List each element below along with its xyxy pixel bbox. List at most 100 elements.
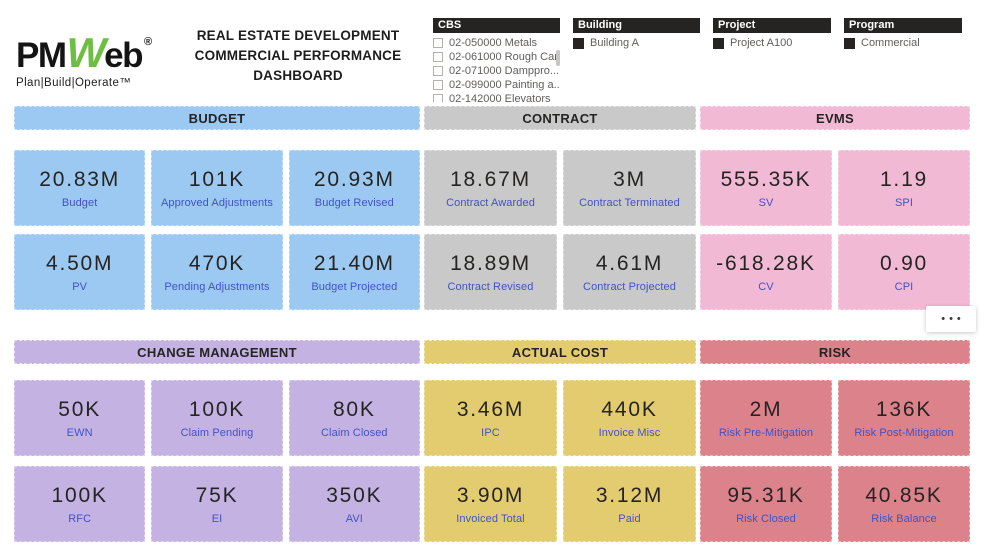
logo-tagline: Plan|Build|Operate™: [16, 77, 132, 89]
kpi-value: 3M: [613, 167, 646, 191]
kpi-label: PV: [72, 280, 88, 293]
kpi-label: Claim Closed: [321, 426, 388, 439]
kpi-card-ewn[interactable]: 50K EWN: [14, 380, 146, 456]
title-line-3: DASHBOARD: [253, 68, 343, 83]
kpi-grid: 50K EWN 100K Claim Pending 80K Claim Closed 10…: [14, 380, 420, 542]
kpi-value: 18.67M: [450, 167, 531, 191]
slicer-scrollbar[interactable]: [556, 38, 560, 102]
slicer-header: CBS: [433, 18, 560, 33]
kpi-card-claim-closed[interactable]: 80K Claim Closed: [288, 380, 420, 456]
kpi-card-ipc[interactable]: 3.46M IPC: [424, 380, 557, 456]
kpi-grid: 555.35K SV 1.19 SPI -618.28K CV 0.90 CPI: [700, 150, 970, 310]
slicer-item-02-071000-damppro[interactable]: 02-071000 Damppro...: [433, 64, 560, 78]
slicer-project: Project Project A100: [713, 18, 831, 102]
slicer-item-project-a100[interactable]: Project A100: [713, 36, 831, 50]
kpi-label: Risk Balance: [871, 512, 937, 525]
kpi-card-paid[interactable]: 3.12M Paid: [563, 466, 696, 542]
logo-pm: PM: [16, 36, 67, 75]
slicer-item-02-050000-metals[interactable]: 02-050000 Metals: [433, 36, 560, 50]
kpi-value: 20.83M: [39, 167, 121, 191]
sections-top: BUDGET 20.83M Budget 101K Approved Adjustmen…: [14, 106, 970, 310]
kpi-card-risk-post-mitigation[interactable]: 136K Risk Post-Mitigation: [838, 380, 970, 456]
kpi-card-risk-balance[interactable]: 40.85K Risk Balance: [838, 466, 970, 542]
slicer-item-label: 02-061000 Rough Car...: [449, 51, 560, 63]
checkbox-checked-icon[interactable]: [573, 37, 584, 49]
checkbox-checked-icon[interactable]: [844, 37, 855, 49]
slicer-list: Building A: [573, 36, 700, 50]
slicer-item-building-a[interactable]: Building A: [573, 36, 700, 50]
checkbox-unchecked-icon[interactable]: [433, 38, 443, 48]
kpi-value: 3.90M: [456, 483, 525, 507]
kpi-label: Claim Pending: [180, 426, 254, 439]
slicer-item-02-142000-elevators[interactable]: 02-142000 Elevators: [433, 92, 560, 102]
kpi-value: 555.35K: [720, 167, 812, 191]
kpi-value: 18.89M: [450, 251, 531, 275]
kpi-card-spi[interactable]: 1.19 SPI: [838, 150, 970, 226]
kpi-card-invoiced-total[interactable]: 3.90M Invoiced Total: [424, 466, 557, 542]
kpi-label: Contract Revised: [447, 280, 534, 293]
slicer-item-02-061000-rough-car[interactable]: 02-061000 Rough Car...: [433, 50, 560, 64]
kpi-label: Risk Post-Mitigation: [854, 426, 954, 439]
kpi-value: 470K: [188, 251, 246, 275]
kpi-grid: 3.46M IPC 440K Invoice Misc 3.90M Invoiced To…: [424, 380, 696, 542]
slicer-item-commercial[interactable]: Commercial: [844, 36, 962, 50]
kpi-card-contract-projected[interactable]: 4.61M Contract Projected: [563, 234, 696, 310]
kpi-card-contract-awarded[interactable]: 18.67M Contract Awarded: [424, 150, 557, 226]
kpi-card-risk-closed[interactable]: 95.31K Risk Closed: [700, 466, 832, 542]
kpi-value: 440K: [601, 397, 658, 421]
kpi-card-contract-revised[interactable]: 18.89M Contract Revised: [424, 234, 557, 310]
logo-eb: eb: [104, 36, 143, 75]
kpi-value: 3.46M: [456, 397, 525, 421]
slicer-header: Program: [844, 18, 962, 33]
slicer-item-02-099000-painting-a[interactable]: 02-099000 Painting a...: [433, 78, 560, 92]
kpi-card-budget[interactable]: 20.83M Budget: [14, 150, 146, 226]
kpi-card-avi[interactable]: 350K AVI: [288, 466, 420, 542]
kpi-value: 136K: [875, 397, 933, 421]
kpi-card-sv[interactable]: 555.35K SV: [700, 150, 832, 226]
kpi-label: Contract Terminated: [579, 196, 680, 209]
kpi-value: 95.31K: [727, 483, 805, 507]
kpi-card-ei[interactable]: 75K EI: [151, 466, 283, 542]
checkbox-unchecked-icon[interactable]: [433, 66, 443, 76]
kpi-card-approved-adjustments[interactable]: 101K Approved Adjustments: [151, 150, 283, 226]
kpi-card-invoice-misc[interactable]: 440K Invoice Misc: [563, 380, 696, 456]
kpi-card-claim-pending[interactable]: 100K Claim Pending: [151, 380, 283, 456]
kpi-card-budget-projected[interactable]: 21.40M Budget Projected: [288, 234, 420, 310]
checkbox-unchecked-icon[interactable]: [433, 52, 443, 62]
more-options-button[interactable]: •••: [926, 306, 976, 332]
kpi-label: Pending Adjustments: [164, 280, 270, 293]
kpi-card-rfc[interactable]: 100K RFC: [14, 466, 146, 542]
kpi-grid: 20.83M Budget 101K Approved Adjustments 20.9…: [14, 150, 420, 310]
kpi-value: 1.19: [879, 167, 929, 191]
kpi-card-pending-adjustments[interactable]: 470K Pending Adjustments: [151, 234, 283, 310]
kpi-value: 20.93M: [313, 167, 395, 191]
kpi-label: CPI: [894, 280, 914, 293]
slicer-item-label: 02-142000 Elevators: [449, 93, 551, 102]
kpi-value: -618.28K: [716, 251, 816, 275]
kpi-card-contract-terminated[interactable]: 3M Contract Terminated: [563, 150, 696, 226]
section-contract: CONTRACT 18.67M Contract Awarded 3M Contract…: [424, 106, 696, 310]
slicer-item-label: 02-099000 Painting a...: [449, 79, 560, 91]
kpi-card-pv[interactable]: 4.50M PV: [14, 234, 146, 310]
checkbox-unchecked-icon[interactable]: [433, 94, 443, 102]
slicer-item-label: Building A: [590, 37, 639, 49]
kpi-card-budget-revised[interactable]: 20.93M Budget Revised: [288, 150, 420, 226]
kpi-value: 100K: [188, 397, 246, 421]
slicer-item-label: 02-071000 Damppro...: [449, 65, 560, 77]
kpi-grid: 18.67M Contract Awarded 3M Contract Termina…: [424, 150, 696, 310]
kpi-label: RFC: [68, 512, 92, 525]
slicer-cbs: CBS 02-050000 Metals 02-061000 Rough Car..…: [433, 18, 560, 102]
checkbox-checked-icon[interactable]: [713, 37, 724, 49]
kpi-card-cv[interactable]: -618.28K CV: [700, 234, 832, 310]
kpi-label: Contract Awarded: [446, 196, 535, 209]
kpi-value: 2M: [749, 397, 783, 421]
slicer-item-label: Project A100: [730, 37, 793, 49]
kpi-value: 101K: [188, 167, 246, 191]
kpi-card-cpi[interactable]: 0.90 CPI: [838, 234, 970, 310]
kpi-label: Approved Adjustments: [160, 196, 274, 209]
pmweb-logo-text: PMWeb ®: [16, 22, 152, 76]
kpi-card-risk-pre-mitigation[interactable]: 2M Risk Pre-Mitigation: [700, 380, 832, 456]
checkbox-unchecked-icon[interactable]: [433, 80, 443, 90]
kpi-value: 0.90: [879, 251, 929, 275]
scrollbar-thumb[interactable]: [556, 50, 560, 66]
